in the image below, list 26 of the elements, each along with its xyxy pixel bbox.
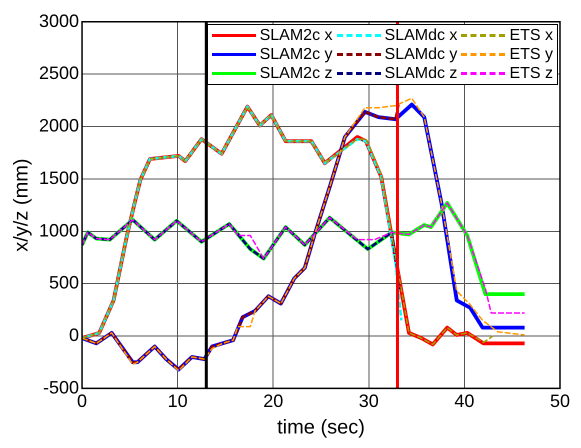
legend-label: ETS y [509,44,553,64]
y-tick-label: 500 [48,272,80,293]
x-tick-label: 30 [358,391,379,412]
y-tick-label: 2500 [38,63,80,84]
line-series [82,202,526,314]
y-tick-label: 2000 [38,116,80,136]
y-tick-label: -500 [43,377,80,398]
x-axis-title: time (sec) [277,416,365,439]
legend-label: SLAMdc y [384,44,458,64]
y-tick-label: 0 [69,324,80,345]
x-tick-label: 40 [454,391,474,412]
y-tick-label: 3000 [38,10,80,31]
legend-label: ETS z [509,64,553,83]
legend-label: SLAMdc z [384,64,458,83]
y-tick-label: 1000 [38,220,80,240]
legend-label: SLAMdc x [384,26,458,45]
y-axis-title: x/y/z (mm) [10,158,33,252]
x-tick-label: 50 [550,391,570,412]
legend-label: ETS x [509,26,553,45]
legend-label: SLAM2c z [260,64,333,83]
x-tick-label: 10 [168,391,188,412]
legend-label: SLAM2c x [260,26,333,45]
x-tick-label: 20 [263,391,284,412]
line-series [82,216,402,290]
y-tick-label: 1500 [38,168,80,188]
legend-label: SLAM2c y [260,44,333,64]
